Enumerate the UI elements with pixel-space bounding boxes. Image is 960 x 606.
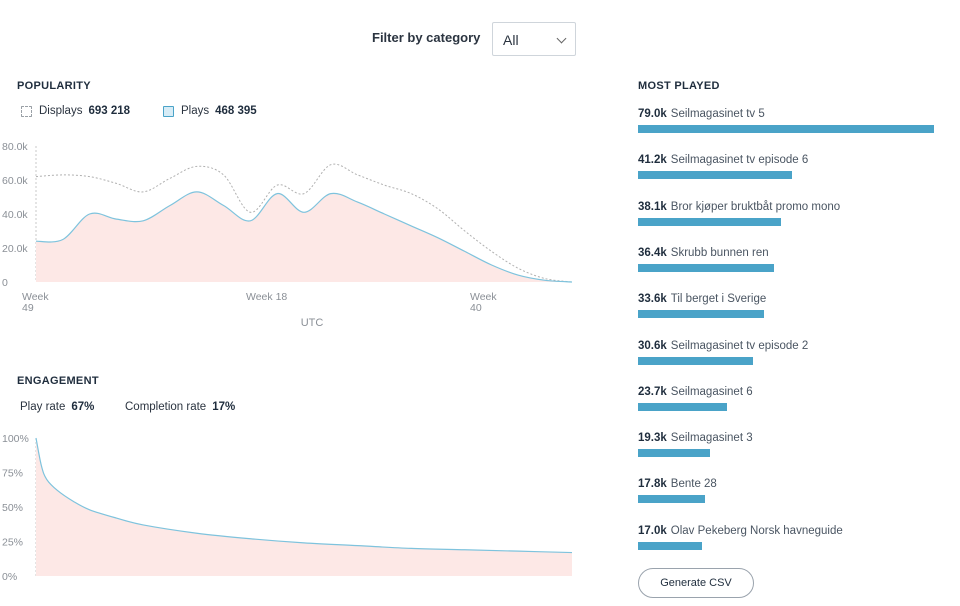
category-select[interactable]: All	[492, 22, 576, 56]
popularity-title: POPULARITY	[17, 80, 91, 92]
most-played-label: 19.3k Seilmagasinet 3	[638, 432, 938, 444]
most-played-count: 23.7k	[638, 385, 667, 398]
most-played-count: 38.1k	[638, 200, 667, 213]
most-played-count: 17.8k	[638, 478, 667, 491]
most-played-bar	[638, 402, 727, 411]
legend-displays-total: 693 218	[88, 105, 131, 117]
displays-swatch-icon	[21, 105, 32, 117]
completion-rate-label: Completion rate	[125, 401, 207, 413]
most-played-item[interactable]: 30.6k Seilmagasinet tv episode 2	[638, 340, 938, 365]
popularity-y-tick: 80.0k	[2, 141, 28, 153]
completion-rate-value: 17%	[212, 401, 236, 413]
plays-swatch-icon	[163, 105, 174, 117]
engagement-y-tick: 75%	[2, 468, 23, 480]
most-played-item[interactable]: 19.3k Seilmagasinet 3	[638, 432, 938, 458]
play-rate-value: 67%	[71, 401, 95, 413]
popularity-x-label: UTC	[301, 317, 324, 329]
most-played-count: 79.0k	[638, 108, 667, 120]
legend-plays[interactable]: Plays 468 395	[163, 105, 257, 117]
most-played-title: MOST PLAYED	[638, 80, 720, 92]
filter-label: Filter by category	[372, 30, 481, 45]
completion-rate-stat: Completion rate 17%	[125, 401, 235, 413]
displays-line	[35, 163, 573, 283]
most-played-bar	[638, 171, 793, 180]
most-played-count: 30.6k	[638, 339, 667, 352]
popularity-x-tick: Week	[22, 291, 49, 303]
most-played-title-text: Seilmagasinet 6	[670, 385, 753, 398]
engagement-title: ENGAGEMENT	[17, 375, 99, 387]
most-played-item[interactable]: 23.7k Seilmagasinet 6	[638, 386, 938, 411]
most-played-title-text: Til berget i Sverige	[670, 293, 767, 306]
engagement-y-tick: 50%	[2, 502, 23, 514]
engagement-y-tick: 0%	[2, 571, 17, 583]
plays-area	[36, 191, 572, 282]
popularity-x-tick: 49	[22, 302, 34, 314]
most-played-count: 17.0k	[638, 524, 667, 537]
most-played-title-text: Seilmagasinet 3	[670, 432, 753, 445]
most-played-item[interactable]: 41.2k Seilmagasinet tv episode 6	[638, 154, 938, 180]
most-played-label: 36.4k Skrubb bunnen ren	[638, 247, 938, 259]
most-played-label: 17.0k Olav Pekeberg Norsk havneguide	[638, 525, 938, 537]
most-played-count: 19.3k	[638, 432, 667, 445]
most-played-label: 41.2k Seilmagasinet tv episode 6	[638, 154, 938, 166]
most-played-title-text: Bente 28	[670, 478, 717, 491]
most-played-title-text: Seilmagasinet tv episode 2	[670, 339, 809, 352]
most-played-count: 41.2k	[638, 154, 667, 167]
most-played-label: 38.1k Bror kjøper bruktbåt promo mono	[638, 201, 938, 213]
most-played-label: 17.8k Bente 28	[638, 478, 938, 490]
chevron-down-icon	[556, 33, 567, 44]
legend-displays-name: Displays	[39, 105, 83, 117]
most-played-bar	[638, 125, 934, 133]
most-played-label: 79.0k Seilmagasinet tv 5	[638, 108, 938, 120]
most-played-bar	[638, 541, 702, 550]
popularity-y-tick: 40.0k	[2, 209, 28, 221]
most-played-item[interactable]: 17.0k Olav Pekeberg Norsk havneguide	[638, 525, 938, 550]
legend-displays[interactable]: Displays 693 218	[21, 105, 130, 117]
engagement-y-tick: 25%	[2, 537, 23, 549]
most-played-item[interactable]: 38.1k Bror kjøper bruktbåt promo mono	[638, 201, 938, 226]
most-played-bar	[638, 449, 711, 458]
most-played-title-text: Seilmagasinet tv episode 6	[670, 154, 809, 167]
completion-line	[35, 437, 573, 554]
most-played-bar	[638, 310, 764, 319]
plays-line	[35, 191, 573, 283]
most-played-item[interactable]: 79.0k Seilmagasinet tv 5	[638, 108, 938, 133]
most-played-item[interactable]: 36.4k Skrubb bunnen ren	[638, 247, 938, 272]
completion-area	[36, 438, 572, 576]
popularity-y-tick: 60.0k	[2, 175, 28, 187]
generate-csv-button[interactable]: Generate CSV	[638, 568, 754, 598]
most-played-label: 23.7k Seilmagasinet 6	[638, 386, 938, 398]
popularity-x-tick: Week	[470, 291, 497, 303]
most-played-title-text: Olav Pekeberg Norsk havneguide	[670, 524, 843, 537]
most-played-title-text: Bror kjøper bruktbåt promo mono	[670, 200, 841, 213]
popularity-y-tick: 20.0k	[2, 243, 28, 255]
most-played-title-text: Skrubb bunnen ren	[670, 246, 769, 259]
legend-plays-total: 468 395	[215, 105, 257, 117]
category-select-value: All	[503, 32, 519, 48]
play-rate-label: Play rate	[20, 401, 66, 413]
most-played-bar	[638, 263, 775, 272]
most-played-bar	[638, 356, 753, 365]
most-played-label: 33.6k Til berget i Sverige	[638, 293, 938, 305]
popularity-x-tick: 40	[470, 302, 482, 314]
most-played-bar	[638, 495, 705, 504]
most-played-count: 36.4k	[638, 246, 667, 259]
most-played-item[interactable]: 33.6k Til berget i Sverige	[638, 293, 938, 319]
engagement-y-tick: 100%	[2, 433, 29, 445]
engagement-chart: 100% 75% 50% 25% 0%	[2, 433, 573, 583]
play-rate-stat: Play rate 67%	[20, 401, 94, 413]
most-played-count: 33.6k	[638, 293, 667, 306]
most-played-item[interactable]: 17.8k Bente 28	[638, 478, 938, 504]
popularity-x-tick: Week 18	[246, 291, 287, 303]
legend-plays-name: Plays	[181, 105, 210, 117]
most-played-title-text: Seilmagasinet tv 5	[670, 108, 765, 120]
most-played-bar	[638, 217, 781, 226]
most-played-label: 30.6k Seilmagasinet tv episode 2	[638, 340, 938, 352]
popularity-y-tick: 0	[2, 277, 8, 289]
